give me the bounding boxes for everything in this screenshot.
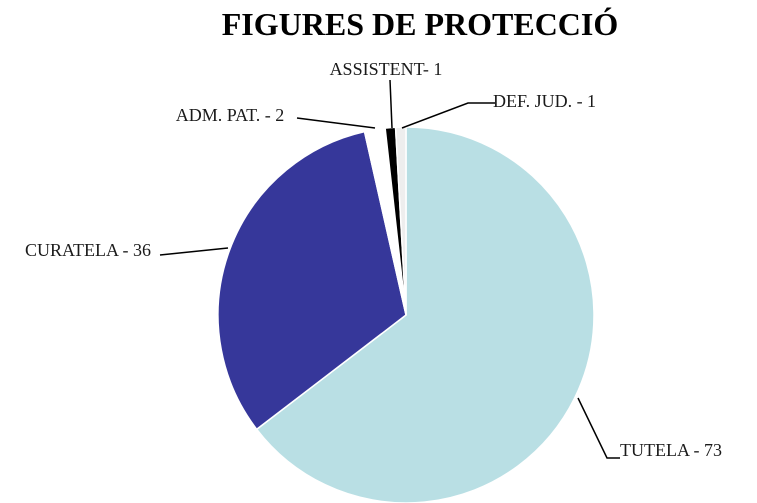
leader-line [401,102,495,129]
chart-title: FIGURES DE PROTECCIÓ [221,6,619,42]
leader-line [296,117,376,129]
leader-line [389,79,393,129]
pie-slice [217,130,407,431]
slice-label: ADM. PAT. - 2 [175,105,285,125]
pie-slice [255,126,595,503]
slice-label: CURATELA - 36 [25,240,151,260]
slice-label: TUTELA - 73 [620,440,722,460]
slice-label: ASSISTENT- 1 [329,59,443,79]
leader-line [159,247,229,256]
leader-line [577,397,620,459]
slice-label: DEF. JUD. - 1 [493,91,597,111]
